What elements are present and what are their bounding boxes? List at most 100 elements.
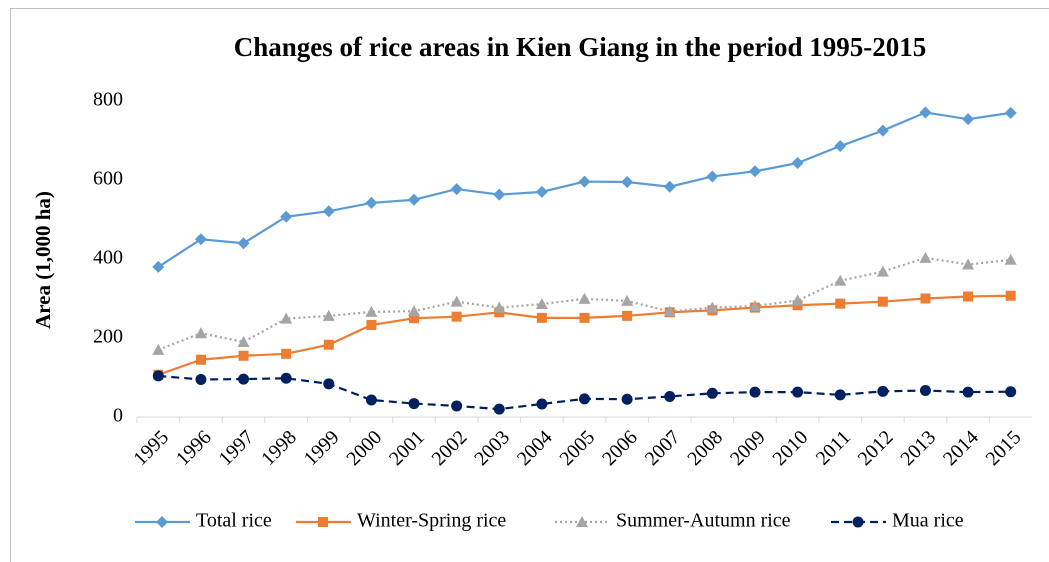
x-tick-label: 2014 (939, 426, 983, 470)
point-marker (322, 205, 335, 218)
point-marker (535, 185, 548, 198)
point-marker (238, 373, 250, 385)
point-marker (408, 398, 420, 410)
point-marker (621, 393, 633, 405)
x-tick-label: 2013 (896, 426, 940, 470)
point-marker (365, 196, 378, 209)
legend-marker (156, 516, 168, 528)
y-tick-label: 0 (113, 405, 123, 427)
x-tick-label: 2004 (513, 426, 557, 470)
point-marker (622, 310, 633, 321)
point-marker (919, 251, 932, 263)
point-marker (663, 180, 676, 193)
point-marker (152, 343, 165, 355)
point-marker (1005, 290, 1016, 301)
y-tick-label: 400 (93, 247, 123, 269)
point-marker (365, 305, 378, 317)
x-tick-label: 2005 (555, 426, 599, 470)
point-marker (237, 335, 250, 347)
point-marker (834, 140, 847, 153)
point-marker (1004, 253, 1017, 265)
point-marker (451, 400, 463, 412)
point-marker (663, 305, 676, 317)
point-marker (706, 387, 718, 399)
legend-label: Total rice (196, 510, 272, 532)
point-marker (920, 293, 931, 304)
point-marker (749, 386, 761, 398)
point-marker (536, 398, 548, 410)
x-tick-label: 1999 (300, 426, 344, 470)
point-marker (962, 258, 975, 270)
point-marker (536, 312, 547, 323)
point-marker (706, 170, 719, 183)
legend-label: Winter-Spring rice (357, 510, 506, 532)
x-tick-label: 1995 (129, 426, 173, 470)
chart-title: Changes of rice areas in Kien Giang in t… (234, 32, 927, 62)
point-marker (280, 372, 292, 384)
x-tick-label: 2008 (683, 426, 727, 470)
point-marker (194, 327, 207, 339)
point-marker (493, 188, 506, 201)
x-tick-label: 2011 (812, 426, 855, 469)
point-marker (621, 175, 634, 188)
point-marker (194, 233, 207, 246)
point-marker (919, 385, 931, 397)
point-marker (195, 354, 206, 365)
point-marker (280, 312, 293, 324)
x-tick-label: 2006 (598, 426, 642, 470)
point-marker (408, 305, 421, 317)
point-marker (281, 348, 292, 359)
point-marker (706, 301, 719, 313)
point-marker (408, 193, 421, 206)
point-marker (748, 165, 761, 178)
point-marker (791, 294, 804, 306)
x-tick-label: 2009 (726, 426, 770, 470)
point-marker (834, 389, 846, 401)
legend-label: Summer-Autumn rice (616, 510, 791, 532)
point-marker (792, 386, 804, 398)
point-marker (365, 394, 377, 406)
x-tick-label: 2001 (385, 426, 429, 470)
point-marker (451, 311, 462, 322)
point-marker (195, 373, 207, 385)
point-marker (237, 237, 250, 250)
point-marker (664, 390, 676, 402)
point-marker (323, 339, 334, 350)
x-tick-label: 2007 (641, 426, 685, 470)
point-marker (1005, 386, 1017, 398)
y-tick-label: 200 (93, 326, 123, 348)
y-tick-label: 800 (93, 89, 123, 111)
x-tick-label: 1998 (257, 426, 301, 470)
x-tick-label: 2012 (854, 426, 898, 470)
point-marker (579, 393, 590, 405)
x-tick-label: 2002 (428, 426, 472, 470)
point-marker (535, 298, 548, 310)
point-marker (152, 260, 165, 273)
x-tick-label: 2015 (982, 426, 1026, 470)
point-marker (366, 319, 377, 330)
point-marker (238, 350, 249, 361)
point-marker (450, 295, 463, 307)
point-marker (877, 296, 888, 307)
point-marker (919, 106, 932, 119)
point-marker (322, 309, 335, 321)
point-marker (280, 210, 293, 223)
legend-marker (576, 516, 588, 527)
point-marker (578, 175, 591, 188)
legend-marker (318, 517, 328, 527)
point-marker (578, 292, 591, 304)
x-tick-label: 2003 (470, 426, 514, 470)
point-marker (493, 301, 506, 313)
point-marker (579, 312, 590, 323)
point-marker (876, 124, 889, 137)
point-marker (877, 385, 889, 397)
point-marker (791, 157, 804, 170)
point-marker (834, 274, 847, 286)
series-line (157, 294, 1011, 376)
point-marker (963, 291, 974, 302)
point-marker (493, 403, 505, 415)
point-marker (621, 294, 634, 306)
point-marker (962, 113, 975, 126)
point-marker (962, 386, 974, 398)
